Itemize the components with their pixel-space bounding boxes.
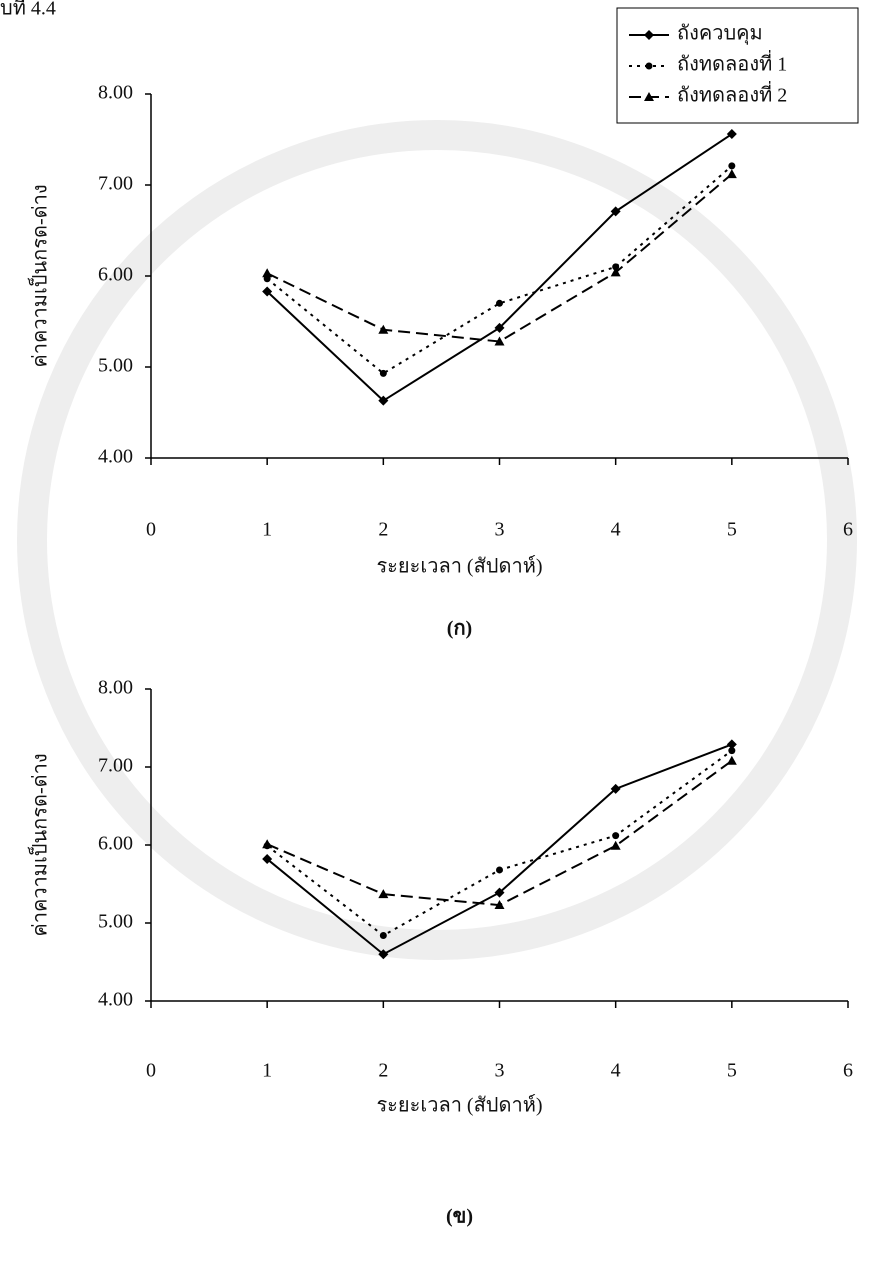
marker [612, 832, 620, 840]
marker [378, 889, 389, 899]
x-tick-label: 0 [146, 519, 156, 541]
y-tick-label: 7.00 [98, 755, 133, 777]
x-tick-label: 2 [378, 519, 388, 541]
marker [496, 866, 503, 874]
marker [262, 286, 273, 297]
caption: (ก) [447, 618, 472, 640]
marker [262, 268, 273, 278]
x-tick-label: 3 [495, 519, 505, 541]
figure-number: บที่ 4.4 [0, 0, 56, 20]
x-tick-label: 5 [727, 519, 737, 541]
y-tick-label: 6.00 [98, 264, 133, 286]
x-tick-label: 3 [495, 1060, 505, 1082]
marker [726, 129, 737, 140]
marker [378, 324, 389, 334]
y-tick-label: 5.00 [98, 355, 133, 377]
marker [728, 747, 736, 755]
marker [612, 263, 620, 271]
marker [262, 839, 273, 849]
y-tick-label: 6.00 [98, 833, 133, 855]
marker [728, 162, 736, 170]
marker [726, 169, 737, 179]
legend-label: ถังทดลองที่ 1 [677, 50, 787, 76]
marker [494, 900, 505, 910]
marker [726, 755, 737, 765]
marker [378, 949, 389, 960]
x-tick-label: 2 [378, 1060, 388, 1082]
y-tick-label: 8.00 [98, 82, 133, 104]
watermark [17, 120, 857, 960]
marker [610, 206, 621, 217]
legend-box [616, 7, 859, 124]
legend-label: ถังควบคุม [677, 23, 763, 46]
marker [496, 299, 503, 307]
x-tick-label: 6 [843, 1060, 853, 1082]
y-axis-title: ค่าความเป็นกรด-ด่าง [27, 753, 52, 936]
marker [610, 783, 621, 794]
x-tick-label: 5 [727, 1060, 737, 1082]
series-line [266, 165, 733, 375]
marker [494, 887, 505, 898]
marker [378, 395, 389, 406]
legend-marker [645, 62, 653, 70]
y-tick-label: 4.00 [98, 446, 133, 468]
marker [379, 931, 387, 939]
legend-label: ถังทดลองที่ 2 [677, 81, 787, 107]
marker [379, 369, 387, 377]
marker [262, 854, 273, 865]
legend-marker [644, 30, 654, 40]
x-tick-label: 1 [262, 1060, 272, 1082]
x-axis-title: ระยะเวลา (สัปดาห์) [376, 555, 542, 578]
x-tick-label: 4 [611, 1060, 621, 1082]
x-tick-label: 6 [843, 519, 853, 541]
y-tick-label: 7.00 [98, 173, 133, 195]
x-tick-label: 4 [611, 519, 621, 541]
y-tick-label: 8.00 [98, 677, 133, 699]
y-tick-label: 5.00 [98, 911, 133, 933]
x-tick-label: 0 [146, 1060, 156, 1082]
x-tick-label: 1 [262, 519, 272, 541]
marker [610, 840, 621, 850]
legend-marker [644, 92, 654, 101]
x-axis-title: ระยะเวลา (สัปดาห์) [376, 1094, 542, 1117]
marker [726, 739, 737, 750]
y-tick-label: 4.00 [98, 989, 133, 1011]
marker [610, 267, 621, 277]
marker [494, 336, 505, 346]
y-axis-title: ค่าความเป็นกรด-ด่าง [27, 184, 52, 367]
marker [494, 322, 505, 333]
caption: (ข) [446, 1206, 473, 1228]
